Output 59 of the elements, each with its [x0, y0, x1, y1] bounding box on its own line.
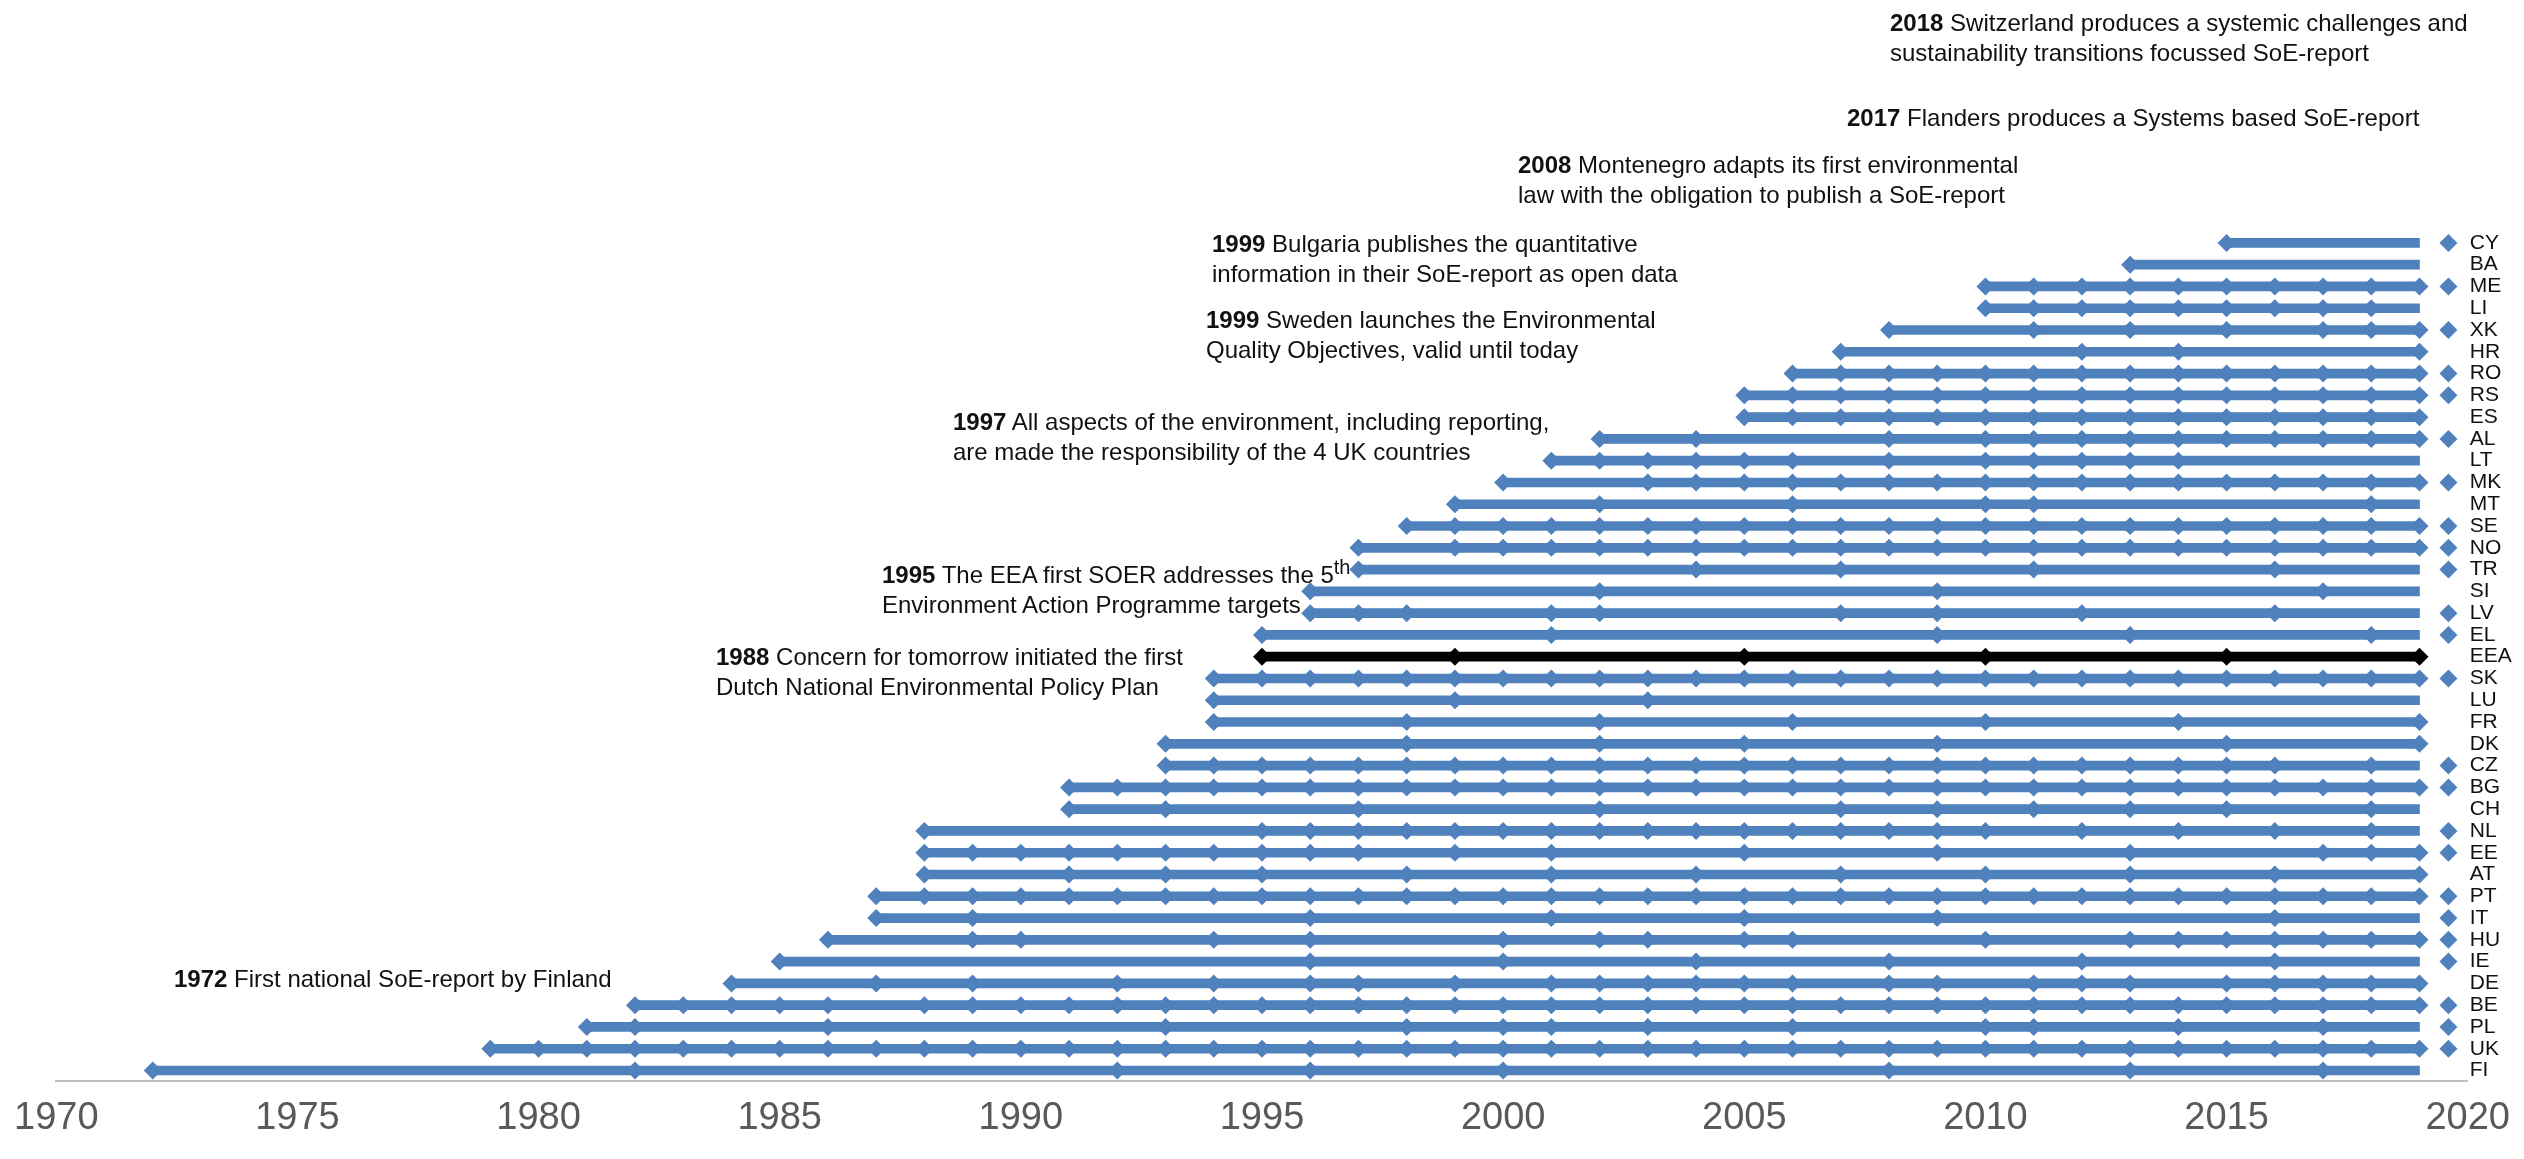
annotation: 1988 Concern for tomorrow initiated the first Dutch National Environmental Policy Plan	[716, 642, 1184, 702]
y-tick-label: BG	[2469, 774, 2501, 798]
x-tick-label: 2010	[1943, 1094, 2028, 1137]
y-tick-label: BA	[2469, 251, 2498, 275]
y-tick-label: ES	[2469, 403, 2498, 427]
text: 1995 The EEA first SOER addresses the 5$^{th}$ Environment Action Programme targets	[882, 556, 1351, 618]
y-tick-label: EEA	[2469, 643, 2512, 667]
y-tick-label: CY	[2469, 229, 2499, 253]
x-tick-label: 1990	[978, 1094, 1064, 1137]
y-tick-label: CH	[2469, 795, 2501, 819]
text: 2017 Flanders produces a Systems based SoE-report	[1847, 103, 2420, 133]
y-tick-label: AT	[2469, 861, 2496, 885]
annotation: 1997 All aspects of the environment, including reporting, are made the responsibility of the 4 UK countries	[953, 407, 1551, 467]
y-tick-label: LT	[2469, 447, 2493, 471]
y-tick-label: NL	[2469, 817, 2497, 841]
y-tick-label: MK	[2469, 469, 2502, 493]
y-tick-label: HR	[2469, 338, 2501, 362]
y-tick-label: DE	[2469, 970, 2499, 994]
y-tick-label: LV	[2469, 599, 2494, 623]
y-tick-label: CZ	[2469, 752, 2498, 776]
x-tick-label: 1980	[496, 1094, 581, 1137]
y-tick-label: LI	[2469, 295, 2488, 319]
y-tick-label: RO	[2469, 360, 2502, 384]
x-tick-label: 1985	[737, 1094, 822, 1137]
y-tick-label: AL	[2469, 425, 2496, 449]
y-tick-label: SI	[2469, 578, 2490, 602]
y-tick-label: IE	[2469, 948, 2490, 972]
annotation: 1999 Sweden launches the Environmental Quality Objectives, valid until today	[1206, 305, 1657, 365]
text: 2008 Montenegro adapts its first environmental law with the obligation to publish a SoE-report	[1518, 150, 2020, 210]
y-tick-label: LU	[2469, 687, 2497, 711]
y-tick-label: PT	[2469, 883, 2497, 907]
y-tick-label: TR	[2469, 556, 2498, 580]
y-tick-label: IT	[2469, 904, 2489, 928]
y-tick-label: FR	[2469, 708, 2498, 732]
y-tick-label: XK	[2469, 316, 2498, 340]
y-tick-label: NO	[2469, 534, 2502, 558]
y-tick-label: FI	[2469, 1057, 2489, 1081]
x-tick-label: 2005	[1702, 1094, 1787, 1137]
x-tick-label: 1970	[13, 1094, 99, 1137]
text: 2018 Switzerland produces a systemic challenges and sustainability transitions focussed SoE-report	[1890, 8, 2469, 68]
x-tick-label: 2000	[1460, 1094, 1546, 1137]
x-tick-label: 2015	[2184, 1094, 2269, 1137]
y-tick-label: RS	[2469, 382, 2499, 406]
annotation: 1999 Bulgaria publishes the quantitative information in their SoE-report as open data	[1212, 229, 1679, 289]
y-tick-label: UK	[2469, 1035, 2499, 1059]
x-tick-label: 2020	[2425, 1094, 2511, 1137]
x-tick-label: 1975	[255, 1094, 340, 1137]
x-tick-label: 1995	[1219, 1094, 1305, 1137]
y-tick-label: SE	[2469, 512, 2498, 536]
y-tick-label: ME	[2469, 273, 2502, 297]
y-tick-label: PL	[2469, 1013, 2496, 1037]
y-tick-label: BE	[2469, 991, 2498, 1015]
y-tick-label: HU	[2469, 926, 2501, 950]
y-tick-label: MT	[2469, 491, 2501, 515]
y-tick-label: DK	[2469, 730, 2499, 754]
y-tick-label: EL	[2469, 621, 2496, 645]
y-tick-label: SK	[2469, 665, 2498, 689]
y-tick-label: EE	[2469, 839, 2498, 863]
annotation: 1972 First national SoE-report by Finland	[174, 964, 612, 994]
